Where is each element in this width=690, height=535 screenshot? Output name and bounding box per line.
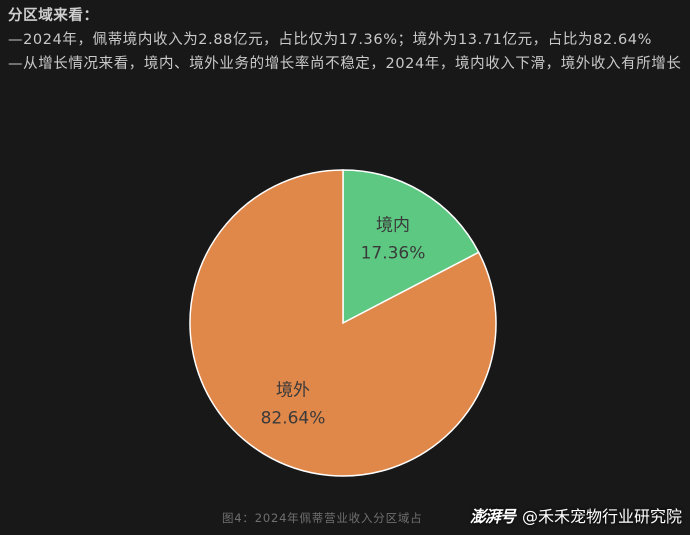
watermark: 澎湃号 @禾禾宠物行业研究院 — [470, 503, 682, 527]
slice-percent-overseas: 82.64% — [261, 408, 326, 428]
watermark-account: @禾禾宠物行业研究院 — [521, 507, 682, 526]
watermark-logo: 澎湃号 — [469, 507, 516, 526]
slice-label-domestic: 境内 — [376, 216, 410, 236]
section-heading: 分区域来看： — [8, 8, 99, 24]
paragraph-growth: —从增长情况来看，境内、境外业务的增长率尚不稳定，2024年，境内收入下滑，境外… — [8, 56, 682, 72]
slice-percent-domestic: 17.36% — [361, 244, 426, 264]
figure-caption: 图4：2024年佩蒂营业收入分区域占 — [222, 511, 423, 525]
paragraph-domestic-overseas-share: —2024年，佩蒂境内收入为2.88亿元，占比仅为17.36%；境外为13.71… — [8, 32, 652, 48]
pie-slice-domestic — [342, 169, 480, 325]
article-text: 分区域来看： —2024年，佩蒂境内收入为2.88亿元，占比仅为17.36%；境… — [8, 4, 684, 76]
pie-slice-overseas — [189, 169, 497, 477]
slice-label-overseas: 境外 — [276, 380, 310, 400]
